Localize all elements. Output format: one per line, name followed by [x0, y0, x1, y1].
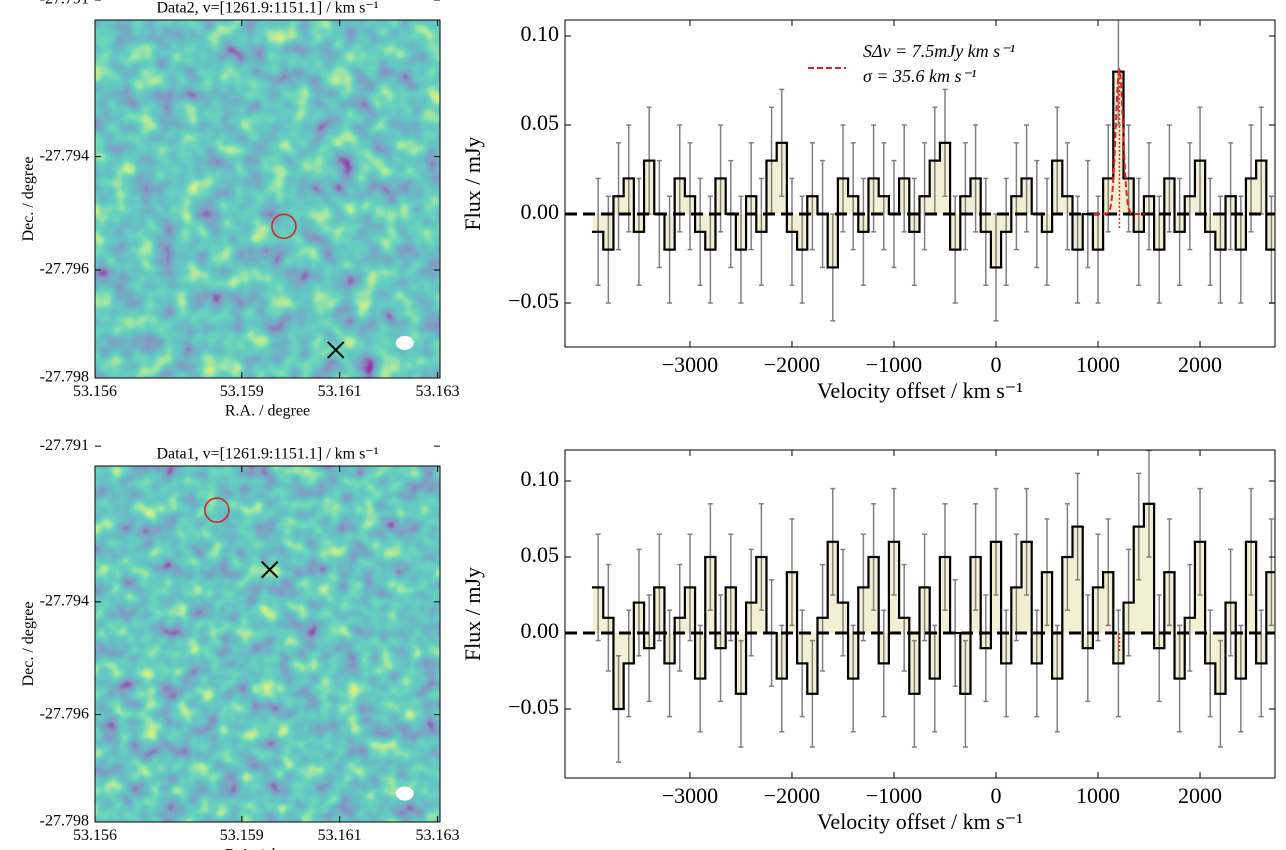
y-axis-label: Flux / mJy [460, 567, 485, 661]
flux-fill [1266, 214, 1275, 250]
x-tick-label: −2000 [764, 783, 820, 808]
axes-frame [564, 19, 1276, 348]
x-tick-label: 53.161 [318, 383, 362, 400]
y-tick-label: -27.798 [40, 813, 89, 830]
chart-title: Data2, v=[1261.9:1151.1] / km s⁻¹ [156, 0, 378, 17]
axes-frame [564, 449, 1276, 779]
legend-label: SΔv = 7.5mJy km s⁻¹ [863, 41, 1015, 61]
x-tick-label: 53.159 [220, 827, 264, 844]
x-tick-label: 2000 [1178, 783, 1222, 808]
image-panel: 53.156 53.159 53.161 53.163 -27.798 -27.796 -2… [20, 437, 459, 850]
x-tick-label: 53.163 [416, 827, 460, 844]
beam [395, 786, 414, 801]
flux-fill [1113, 71, 1124, 215]
y-axis-label: Dec. / degree [20, 602, 37, 687]
beam [395, 335, 414, 350]
x-tick-label: 53.163 [416, 383, 460, 400]
plot-area [565, 20, 1275, 322]
y-tick-label: -27.796 [40, 705, 89, 722]
x-tick-label: −3000 [662, 783, 718, 808]
y-tick-label: -27.798 [40, 369, 89, 386]
x-axis-label: Velocity offset / km s⁻¹ [817, 809, 1023, 834]
y-tick-label: -27.796 [40, 261, 89, 278]
y-tick-label: -27.791 [40, 0, 89, 8]
source-circle [271, 213, 297, 240]
x-tick-label: 53.156 [73, 383, 117, 400]
x-tick-label: −3000 [662, 352, 718, 377]
intensity-map [95, 20, 440, 378]
x-tick-label: 1000 [1076, 352, 1120, 377]
y-tick-label: 0.00 [521, 618, 560, 643]
y-axis-label: Dec. / degree [20, 157, 37, 242]
intensity-map [95, 466, 440, 822]
flux-fill [1143, 503, 1155, 633]
spectrum-panel: −3000 −2000 −1000 0 1000 2000 −0.05 0.00 0.05 0.1… [460, 449, 1276, 834]
y-tick-label: 0.10 [521, 21, 560, 46]
x-tick-label: −1000 [866, 783, 922, 808]
axes-frame [94, 465, 441, 823]
chart-title: Data1, v=[1261.9:1151.1] / km s⁻¹ [156, 446, 378, 463]
cross-marker [327, 341, 345, 359]
x-axis-label: Velocity offset / km s⁻¹ [817, 378, 1023, 403]
plot-area [565, 450, 1275, 763]
flux-fill [1266, 572, 1275, 633]
x-tick-label: 53.156 [73, 827, 117, 844]
y-tick-label: −0.05 [508, 288, 559, 313]
y-tick-label: 0.00 [521, 199, 560, 224]
x-tick-label: 53.161 [318, 827, 362, 844]
image-panel: 53.156 53.159 53.161 53.163 -27.798 -27.796 -2… [20, 0, 460, 419]
x-tick-label: −2000 [764, 352, 820, 377]
x-tick-label: 0 [990, 352, 1001, 377]
y-tick-label: 0.05 [521, 110, 560, 135]
y-tick-label: 0.10 [521, 466, 560, 491]
y-tick-label: -27.794 [40, 147, 89, 164]
axes-frame [94, 19, 441, 379]
x-tick-label: 2000 [1178, 352, 1222, 377]
x-tick-label: 1000 [1076, 783, 1120, 808]
y-tick-label: -27.794 [40, 593, 89, 610]
x-axis-label: R.A. / degree [225, 846, 310, 850]
y-axis-label: Flux / mJy [460, 136, 485, 230]
x-tick-label: 0 [990, 783, 1001, 808]
spectrum-panel: SΔv = 7.5mJy km s⁻¹ σ = 35.6 km s⁻¹ −3000 −… [460, 19, 1276, 403]
y-tick-label: 0.05 [521, 542, 560, 567]
x-tick-label: −1000 [866, 352, 922, 377]
y-tick-label: -27.791 [40, 437, 89, 454]
x-axis-label: R.A. / degree [225, 402, 310, 419]
gaussian-fit [1094, 67, 1145, 216]
x-tick-label: 53.159 [220, 383, 264, 400]
cross-marker [260, 560, 279, 579]
legend-label: σ = 35.6 km s⁻¹ [863, 66, 976, 86]
y-tick-label: −0.05 [508, 694, 559, 719]
source-circle [204, 497, 230, 523]
